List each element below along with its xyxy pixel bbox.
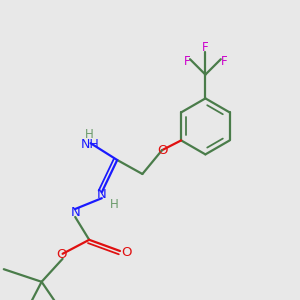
Text: H: H [110,198,118,211]
Text: H: H [85,128,94,141]
Text: N: N [97,188,107,201]
Text: N: N [70,206,80,220]
Text: O: O [157,144,167,157]
Text: F: F [202,41,209,54]
Text: F: F [220,55,227,68]
Text: O: O [56,248,67,261]
Text: NH: NH [81,138,100,151]
Text: F: F [184,55,190,68]
Text: O: O [121,247,131,260]
